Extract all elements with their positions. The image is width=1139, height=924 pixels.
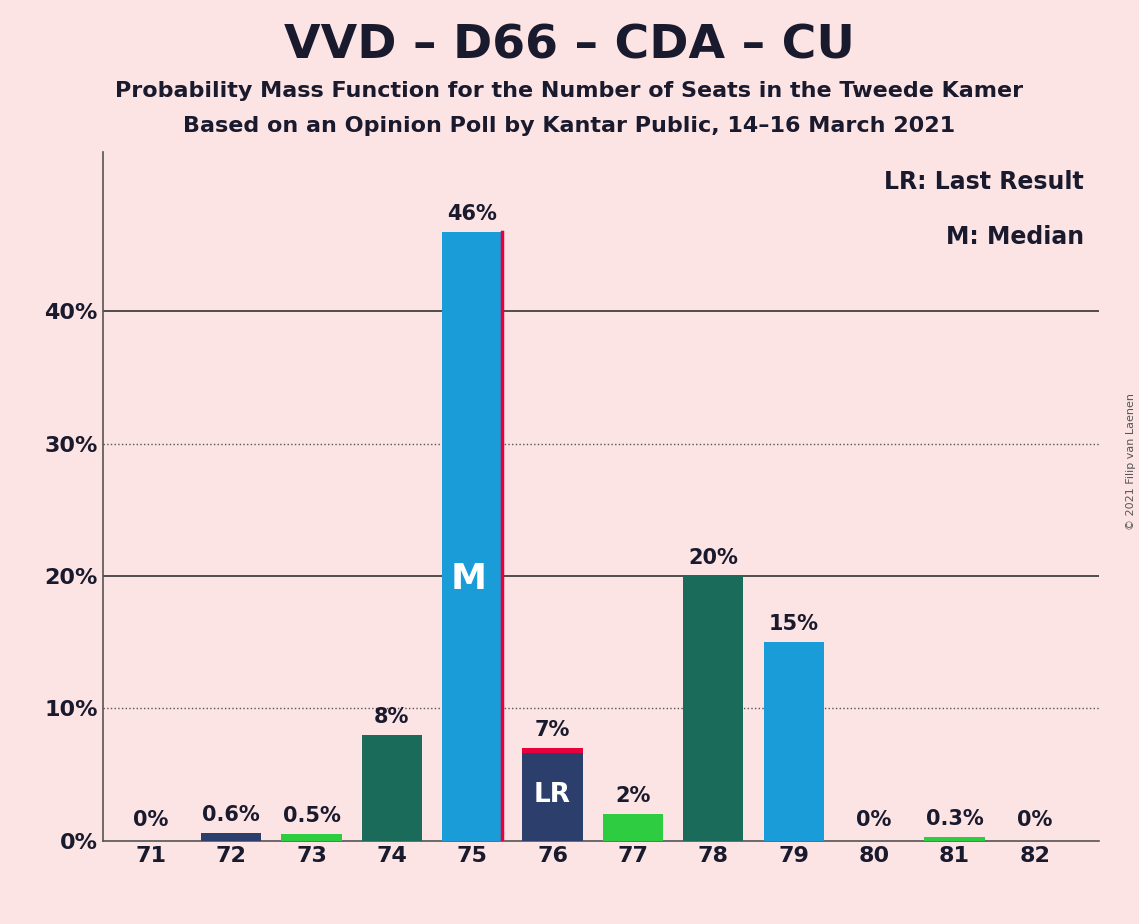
Text: 15%: 15% [769, 614, 819, 634]
Text: LR: Last Result: LR: Last Result [885, 170, 1084, 194]
Bar [442, 232, 502, 841]
Text: M: Median: M: Median [947, 225, 1084, 249]
Bar [763, 642, 823, 841]
Text: Based on an Opinion Poll by Kantar Public, 14–16 March 2021: Based on an Opinion Poll by Kantar Publi… [183, 116, 956, 137]
Text: 46%: 46% [448, 204, 497, 224]
Text: VVD – D66 – CDA – CU: VVD – D66 – CDA – CU [284, 23, 855, 68]
Bar [683, 576, 744, 841]
Text: © 2021 Filip van Laenen: © 2021 Filip van Laenen [1126, 394, 1136, 530]
Text: M: M [450, 562, 486, 596]
Text: 0%: 0% [133, 810, 169, 831]
Text: LR: LR [534, 782, 571, 808]
Text: 0%: 0% [1017, 810, 1052, 831]
Bar [362, 735, 421, 841]
Bar [523, 748, 583, 753]
Bar [281, 834, 342, 841]
Bar [200, 833, 261, 841]
Text: 8%: 8% [375, 707, 410, 727]
Text: Probability Mass Function for the Number of Seats in the Tweede Kamer: Probability Mass Function for the Number… [115, 81, 1024, 102]
Text: 20%: 20% [688, 548, 738, 568]
Text: 7%: 7% [535, 720, 571, 740]
Bar [603, 814, 663, 841]
Text: 0.3%: 0.3% [926, 808, 983, 829]
Text: 0%: 0% [857, 810, 892, 831]
Bar [523, 748, 583, 841]
Text: 2%: 2% [615, 786, 650, 807]
Text: 0.6%: 0.6% [203, 805, 260, 825]
Bar [925, 837, 984, 841]
Text: 0.5%: 0.5% [282, 807, 341, 826]
